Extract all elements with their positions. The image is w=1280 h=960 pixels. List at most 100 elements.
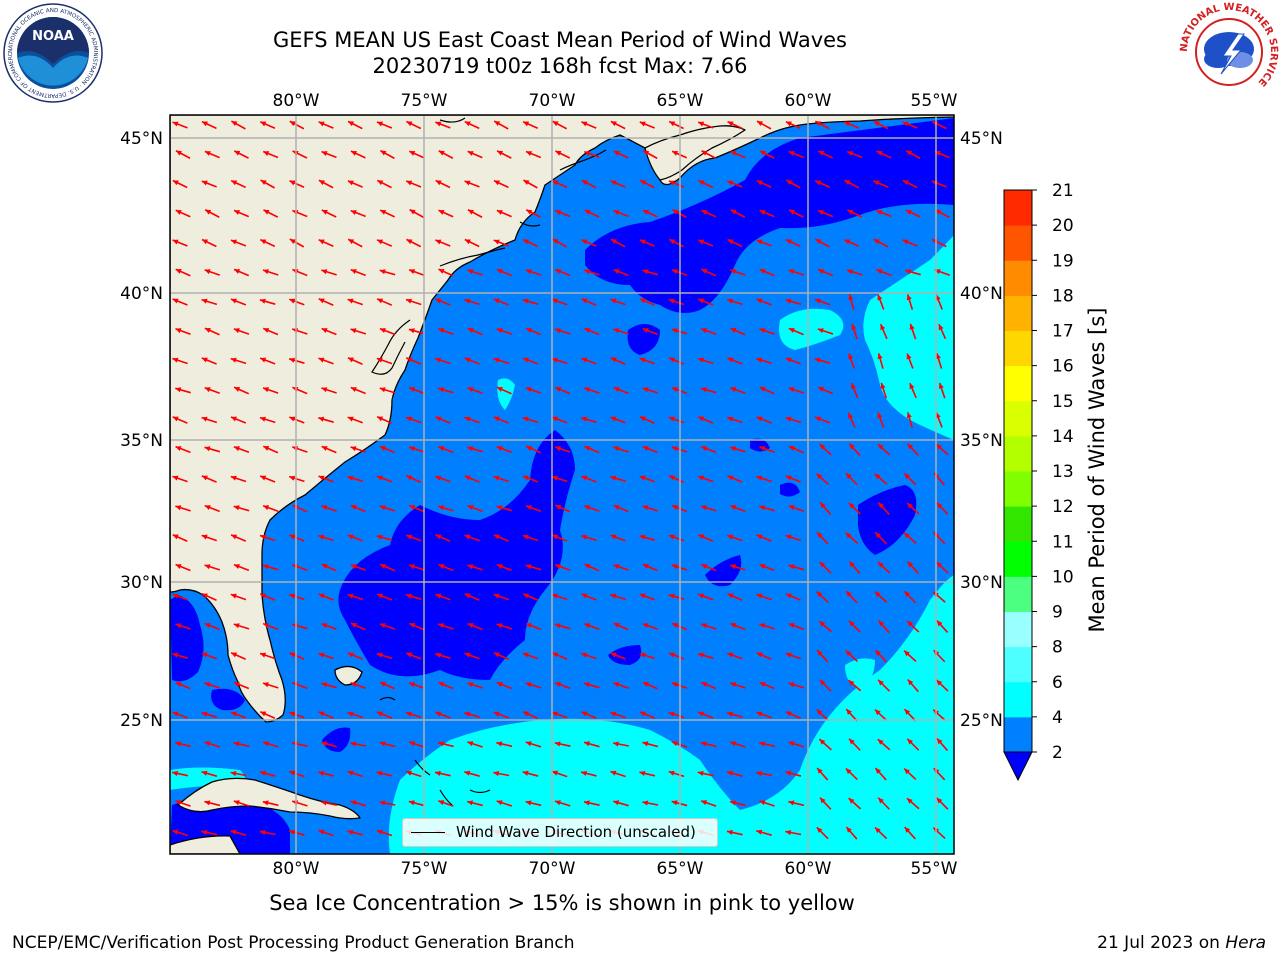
wind-arrow	[668, 652, 685, 660]
wind-arrow	[318, 534, 334, 542]
wind-arrow	[819, 797, 832, 810]
wind-arrow	[819, 679, 832, 692]
wind-arrow	[554, 268, 571, 277]
wind-arrow	[231, 120, 246, 130]
wind-arrow	[318, 770, 334, 777]
wind-arrow	[350, 268, 366, 277]
wind-arrow	[726, 770, 743, 777]
wind-arrow	[437, 741, 454, 748]
wind-arrow	[318, 829, 334, 837]
wind-arrow	[175, 268, 191, 277]
wind-arrow	[848, 738, 861, 751]
wind-arrow	[321, 150, 337, 159]
wind-arrow	[727, 238, 743, 248]
wind-arrow	[874, 649, 887, 663]
wind-arrow	[437, 505, 454, 512]
wind-arrow	[493, 298, 509, 306]
wind-arrow	[435, 239, 451, 247]
wind-arrow	[467, 564, 483, 571]
wind-arrow	[788, 387, 805, 394]
wind-arrow	[318, 652, 334, 660]
wind-arrow	[847, 412, 856, 428]
wind-arrow	[905, 209, 921, 218]
wind-arrow	[819, 561, 832, 574]
footer-credit: NCEP/EMC/Verification Post Processing Pr…	[12, 933, 575, 953]
wind-arrow	[906, 443, 920, 456]
wind-arrow	[906, 620, 920, 633]
wind-arrow	[700, 741, 717, 748]
wind-arrow	[697, 711, 714, 719]
wind-arrow	[613, 209, 629, 218]
wind-arrow	[262, 800, 279, 807]
wind-arrow	[288, 593, 305, 601]
cuba-island	[177, 777, 361, 820]
wind-arrow	[376, 475, 393, 483]
wind-arrow	[233, 681, 250, 690]
wind-arrow	[379, 681, 396, 690]
wind-arrow	[204, 741, 221, 748]
wind-arrow	[464, 357, 480, 365]
wind-arrow	[525, 327, 542, 336]
colorbar-segment	[1004, 295, 1032, 331]
wind-arrow	[785, 416, 802, 424]
legend-line-icon	[411, 832, 445, 833]
wind-arrow	[318, 298, 334, 306]
wind-arrow	[851, 323, 858, 340]
wind-arrow	[288, 770, 305, 778]
wind-arrow	[817, 386, 834, 395]
wind-arrow	[262, 564, 279, 571]
wind-arrow	[172, 534, 188, 542]
colorbar-segment	[1004, 541, 1032, 577]
footer-host: Hera	[1225, 933, 1266, 953]
wind-arrow	[464, 711, 480, 718]
lon-label: 70°W	[529, 91, 576, 111]
wind-arrow	[700, 505, 717, 512]
wind-arrow	[874, 531, 887, 545]
wind-arrow	[610, 593, 626, 601]
coastline-icon	[371, 117, 607, 806]
wind-arrow	[639, 179, 655, 189]
wind-arrow	[668, 180, 685, 188]
wind-arrow	[233, 800, 250, 807]
wind-arrow	[726, 829, 743, 836]
hispaniola-island	[170, 835, 241, 854]
map-area	[170, 115, 954, 854]
wind-arrow	[903, 767, 917, 781]
wind-arrow	[263, 209, 279, 218]
wind-arrow	[642, 327, 658, 336]
wind-arrow	[350, 564, 367, 571]
wind-arrow	[552, 238, 567, 248]
colorbar-segment	[1004, 365, 1032, 402]
wind-arrow	[318, 475, 334, 483]
wind-arrow	[785, 593, 801, 601]
wind-arrow	[788, 505, 804, 512]
wind-arrow	[493, 416, 509, 424]
wind-arrow	[233, 623, 250, 630]
wind-arrow	[259, 593, 276, 601]
lon-labels-bottom: 80°W 75°W 70°W 65°W 60°W 55°W	[273, 859, 958, 879]
colorbar-tick-label: 18	[1052, 286, 1074, 306]
wind-arrow	[785, 357, 801, 365]
wind-arrow	[438, 445, 454, 454]
wind-arrow	[262, 741, 279, 748]
wind-arrow	[759, 446, 775, 453]
wind-arrow	[496, 563, 512, 572]
wind-arrow	[697, 239, 714, 247]
wind-arrow	[350, 386, 366, 395]
wind-arrow	[759, 150, 775, 159]
wind-arrow	[873, 120, 889, 130]
wind-arrow	[201, 534, 218, 542]
wind-arrow	[610, 534, 626, 542]
wind-arrow	[350, 741, 367, 747]
wind-arrow	[493, 179, 509, 189]
sea-ice-note: Sea Ice Concentration > 15% is shown in …	[269, 891, 855, 915]
wind-arrow	[610, 357, 626, 365]
wind-arrow	[259, 475, 276, 483]
wind-arrow	[613, 622, 629, 631]
wind-arrow	[873, 238, 889, 248]
wind-arrow	[288, 829, 305, 836]
wind-arrow	[788, 269, 805, 276]
wind-arrow	[845, 649, 858, 663]
wind-arrow	[467, 622, 483, 631]
wind-arrow	[467, 327, 483, 336]
